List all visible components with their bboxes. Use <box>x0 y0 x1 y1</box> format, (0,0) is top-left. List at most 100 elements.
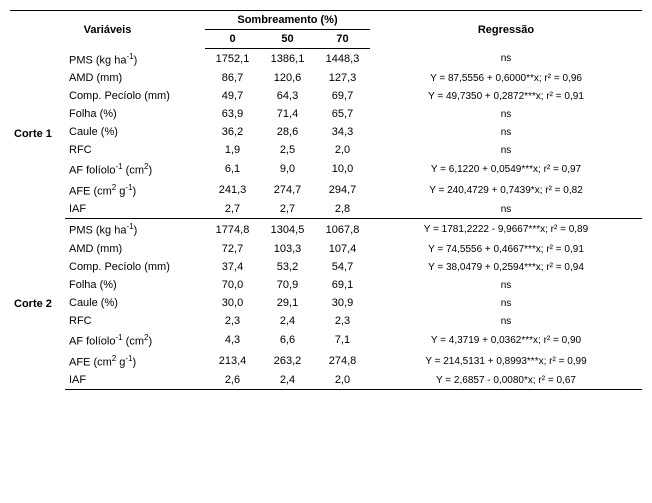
value-cell: 34,3 <box>315 123 370 141</box>
value-cell: 1304,5 <box>260 219 315 240</box>
variable-name: AMD (mm) <box>65 240 205 258</box>
table-row: AMD (mm)86,7120,6127,3Y = 87,5556 + 0,60… <box>10 69 642 87</box>
value-cell: 30,9 <box>315 294 370 312</box>
table-row: AMD (mm)72,7103,3107,4Y = 74,5556 + 0,46… <box>10 240 642 258</box>
value-cell: 274,8 <box>315 351 370 372</box>
value-cell: 294,7 <box>315 180 370 201</box>
table-row: IAF2,62,42,0Y = 2,6857 - 0,0080*x; r² = … <box>10 371 642 390</box>
variable-name: PMS (kg ha-1) <box>65 219 205 240</box>
value-cell: 63,9 <box>205 105 260 123</box>
table-row: AFE (cm2 g-1)241,3274,7294,7Y = 240,4729… <box>10 180 642 201</box>
variable-name: RFC <box>65 141 205 159</box>
value-cell: 2,4 <box>260 371 315 390</box>
variable-name: PMS (kg ha-1) <box>65 49 205 70</box>
header-row-1: Variáveis Sombreamento (%) Regressão <box>10 11 642 30</box>
variable-name: AMD (mm) <box>65 69 205 87</box>
value-cell: 2,4 <box>260 312 315 330</box>
regression-cell: ns <box>370 105 642 123</box>
value-cell: 107,4 <box>315 240 370 258</box>
header-regressao: Regressão <box>370 11 642 49</box>
header-variaveis: Variáveis <box>10 11 205 49</box>
regression-cell: ns <box>370 123 642 141</box>
variable-name: AFE (cm2 g-1) <box>65 351 205 372</box>
section-label: Corte 1 <box>10 49 65 219</box>
value-cell: 72,7 <box>205 240 260 258</box>
variable-name: Caule (%) <box>65 294 205 312</box>
value-cell: 7,1 <box>315 330 370 351</box>
value-cell: 241,3 <box>205 180 260 201</box>
regression-cell: Y = 38,0479 + 0,2594***x; r² = 0,94 <box>370 258 642 276</box>
variable-name: Folha (%) <box>65 105 205 123</box>
table-row: RFC2,32,42,3ns <box>10 312 642 330</box>
value-cell: 1774,8 <box>205 219 260 240</box>
value-cell: 37,4 <box>205 258 260 276</box>
table-row: Comp. Pecíolo (mm)37,453,254,7Y = 38,047… <box>10 258 642 276</box>
value-cell: 1386,1 <box>260 49 315 70</box>
value-cell: 1,9 <box>205 141 260 159</box>
value-cell: 2,7 <box>205 200 260 219</box>
value-cell: 71,4 <box>260 105 315 123</box>
regression-cell: ns <box>370 200 642 219</box>
value-cell: 2,5 <box>260 141 315 159</box>
value-cell: 53,2 <box>260 258 315 276</box>
variable-name: Comp. Pecíolo (mm) <box>65 258 205 276</box>
variable-name: AF folíolo-1 (cm2) <box>65 330 205 351</box>
value-cell: 4,3 <box>205 330 260 351</box>
variable-name: AFE (cm2 g-1) <box>65 180 205 201</box>
table-row: RFC1,92,52,0ns <box>10 141 642 159</box>
value-cell: 263,2 <box>260 351 315 372</box>
value-cell: 1448,3 <box>315 49 370 70</box>
value-cell: 10,0 <box>315 159 370 180</box>
table-row: Folha (%)63,971,465,7ns <box>10 105 642 123</box>
table-row: Comp. Pecíolo (mm)49,764,369,7Y = 49,735… <box>10 87 642 105</box>
header-sombreamento: Sombreamento (%) <box>205 11 370 30</box>
value-cell: 49,7 <box>205 87 260 105</box>
table-row: Caule (%)30,029,130,9ns <box>10 294 642 312</box>
value-cell: 2,6 <box>205 371 260 390</box>
value-cell: 69,1 <box>315 276 370 294</box>
table-row: Caule (%)36,228,634,3ns <box>10 123 642 141</box>
table-row: AF folíolo-1 (cm2)6,19,010,0Y = 6,1220 +… <box>10 159 642 180</box>
value-cell: 9,0 <box>260 159 315 180</box>
variable-name: IAF <box>65 200 205 219</box>
table-row: AFE (cm2 g-1)213,4263,2274,8Y = 214,5131… <box>10 351 642 372</box>
regression-cell: Y = 4,3719 + 0,0362***x; r² = 0,90 <box>370 330 642 351</box>
table-row: IAF2,72,72,8ns <box>10 200 642 219</box>
variable-name: RFC <box>65 312 205 330</box>
value-cell: 2,3 <box>205 312 260 330</box>
table-row: AF folíolo-1 (cm2)4,36,67,1Y = 4,3719 + … <box>10 330 642 351</box>
somb-level-0: 0 <box>205 30 260 49</box>
value-cell: 28,6 <box>260 123 315 141</box>
regression-cell: ns <box>370 49 642 70</box>
regression-cell: Y = 1781,2222 - 9,9667***x; r² = 0,89 <box>370 219 642 240</box>
regression-cell: Y = 240,4729 + 0,7439*x; r² = 0,82 <box>370 180 642 201</box>
regression-cell: Y = 6,1220 + 0,0549***x; r² = 0,97 <box>370 159 642 180</box>
regression-cell: Y = 74,5556 + 0,4667***x; r² = 0,91 <box>370 240 642 258</box>
somb-level-70: 70 <box>315 30 370 49</box>
value-cell: 103,3 <box>260 240 315 258</box>
value-cell: 213,4 <box>205 351 260 372</box>
variable-name: IAF <box>65 371 205 390</box>
value-cell: 29,1 <box>260 294 315 312</box>
value-cell: 274,7 <box>260 180 315 201</box>
value-cell: 1067,8 <box>315 219 370 240</box>
value-cell: 6,1 <box>205 159 260 180</box>
regression-cell: Y = 49,7350 + 0,2872***x; r² = 0,91 <box>370 87 642 105</box>
value-cell: 69,7 <box>315 87 370 105</box>
table-row: Corte 1PMS (kg ha-1)1752,11386,11448,3ns <box>10 49 642 70</box>
regression-cell: ns <box>370 141 642 159</box>
value-cell: 64,3 <box>260 87 315 105</box>
value-cell: 1752,1 <box>205 49 260 70</box>
somb-level-50: 50 <box>260 30 315 49</box>
value-cell: 54,7 <box>315 258 370 276</box>
value-cell: 70,9 <box>260 276 315 294</box>
value-cell: 120,6 <box>260 69 315 87</box>
regression-cell: ns <box>370 312 642 330</box>
value-cell: 2,3 <box>315 312 370 330</box>
regression-cell: Y = 2,6857 - 0,0080*x; r² = 0,67 <box>370 371 642 390</box>
value-cell: 2,0 <box>315 371 370 390</box>
variable-name: AF folíolo-1 (cm2) <box>65 159 205 180</box>
value-cell: 36,2 <box>205 123 260 141</box>
data-table: Variáveis Sombreamento (%) Regressão 0 5… <box>10 10 642 390</box>
value-cell: 127,3 <box>315 69 370 87</box>
